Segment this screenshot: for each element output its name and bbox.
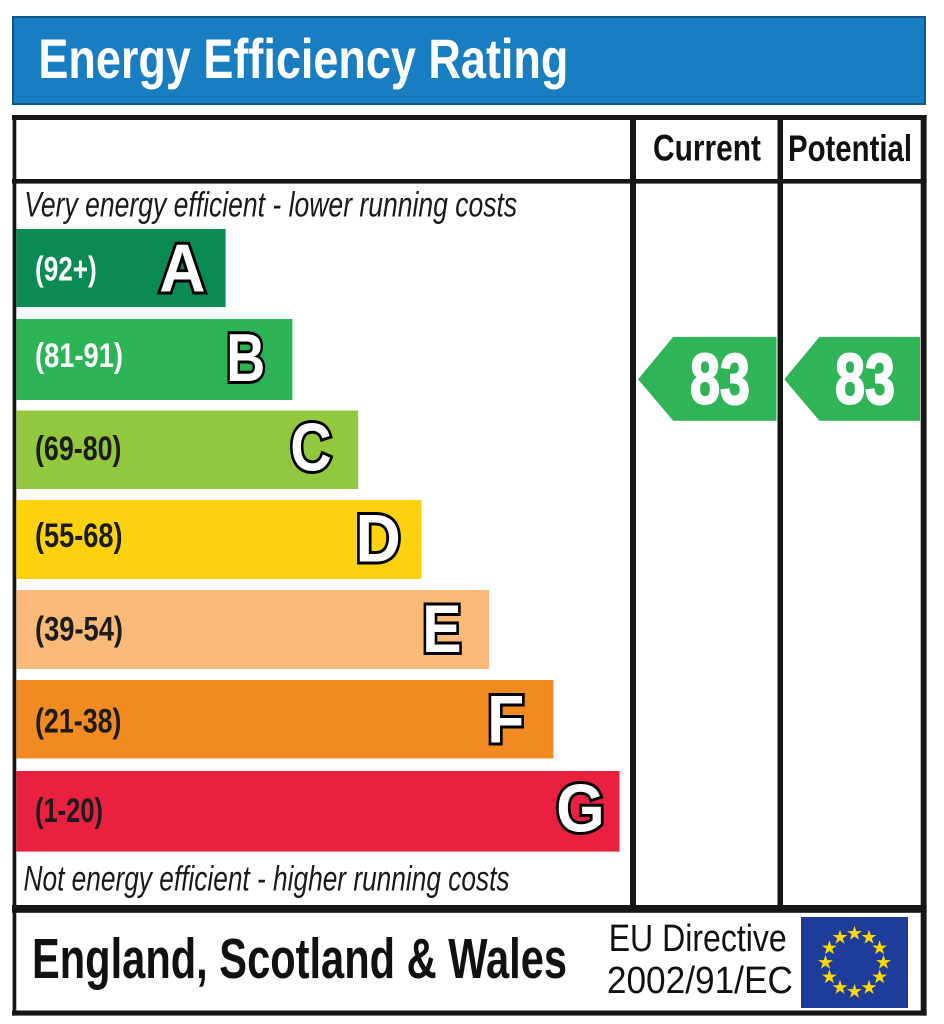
svg-text:83: 83 [835,341,895,420]
svg-text:(39-54): (39-54) [35,611,123,649]
svg-text:A: A [159,231,205,307]
svg-text:D: D [356,500,401,576]
svg-text:B: B [226,320,265,396]
svg-text:83: 83 [690,341,750,420]
svg-text:Potential: Potential [788,128,912,169]
svg-text:Not energy efficient - higher: Not energy efficient - higher running co… [24,859,510,898]
svg-text:(81-91): (81-91) [35,337,123,375]
svg-text:Very energy efficient - lower: Very energy efficient - lower running co… [24,186,517,225]
svg-text:E: E [422,591,461,667]
svg-text:G: G [556,771,604,847]
svg-text:2002/91/EC: 2002/91/EC [607,960,793,1002]
svg-text:Current: Current [653,128,761,169]
svg-text:EU Directive: EU Directive [609,918,787,960]
svg-text:(92+): (92+) [35,250,97,288]
svg-text:England, Scotland & Wales: England, Scotland & Wales [32,927,567,991]
svg-text:(1-20): (1-20) [35,792,103,830]
svg-text:F: F [487,681,524,757]
svg-text:(21-38): (21-38) [35,703,122,741]
svg-text:(69-80): (69-80) [35,430,122,468]
svg-text:C: C [290,410,331,486]
svg-text:(55-68): (55-68) [35,517,123,555]
svg-text:Energy Efficiency Rating: Energy Efficiency Rating [38,27,568,90]
